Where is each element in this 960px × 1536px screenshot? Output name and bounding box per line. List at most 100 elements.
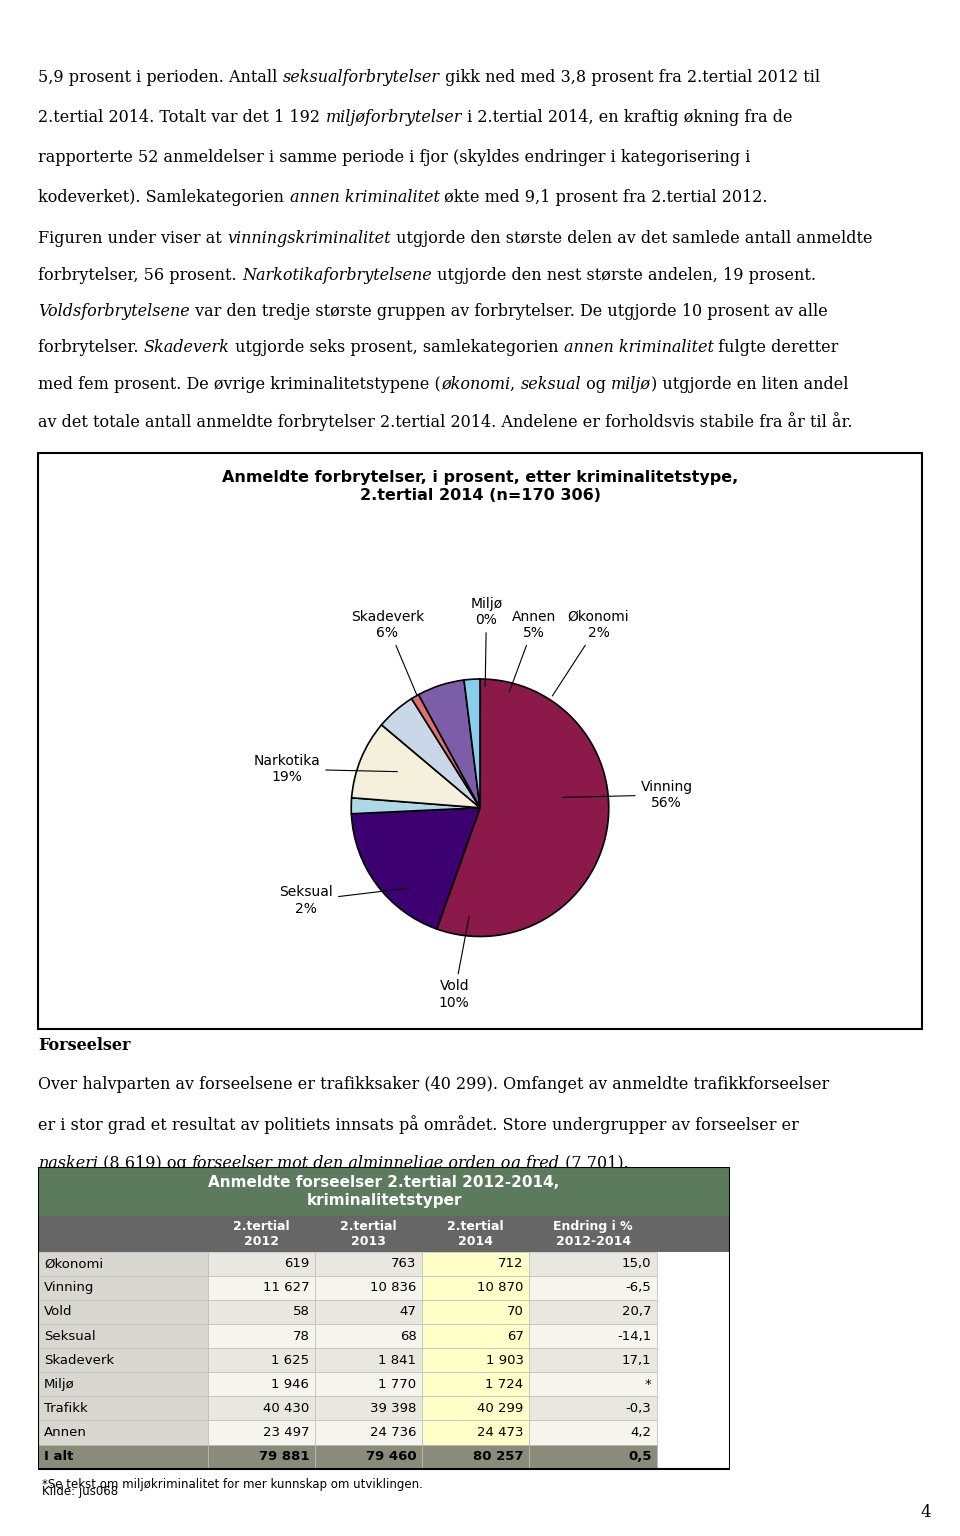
Bar	[38, 1421, 207, 1444]
Bar	[315, 1252, 422, 1276]
Text: Seksual: Seksual	[44, 1330, 96, 1342]
Bar	[315, 1324, 422, 1349]
Text: 47: 47	[399, 1306, 417, 1318]
Bar	[315, 1421, 422, 1444]
Text: gikk ned med 3,8 prosent fra 2.tertial 2012 til: gikk ned med 3,8 prosent fra 2.tertial 2…	[440, 69, 820, 86]
Text: 70: 70	[507, 1306, 523, 1318]
Text: 2.tertial
2013: 2.tertial 2013	[340, 1220, 396, 1247]
Bar	[207, 1299, 315, 1324]
Text: 11 627: 11 627	[263, 1281, 309, 1295]
Bar	[207, 1421, 315, 1444]
Bar	[315, 1396, 422, 1421]
Bar	[315, 1299, 422, 1324]
Text: 1 946: 1 946	[272, 1378, 309, 1390]
Text: Endring i %
2012-2014: Endring i % 2012-2014	[553, 1220, 633, 1247]
Bar	[422, 1372, 529, 1396]
Text: Forseelser: Forseelser	[38, 1037, 131, 1054]
Bar	[422, 1349, 529, 1372]
Text: 1 625: 1 625	[272, 1353, 309, 1367]
Text: 1 770: 1 770	[378, 1378, 417, 1390]
Text: 40 299: 40 299	[477, 1402, 523, 1415]
Text: -0,3: -0,3	[626, 1402, 652, 1415]
Text: I alt: I alt	[44, 1450, 73, 1464]
Bar	[38, 1324, 207, 1349]
Text: 79 881: 79 881	[259, 1450, 309, 1464]
Text: 4: 4	[921, 1504, 931, 1521]
Text: Skadeverk
6%: Skadeverk 6%	[350, 610, 424, 696]
Bar	[529, 1372, 657, 1396]
Text: 15,0: 15,0	[622, 1258, 652, 1270]
Text: av det totale antall anmeldte forbrytelser 2.tertial 2014. Andelene er forholdsv: av det totale antall anmeldte forbrytels…	[38, 412, 853, 430]
Text: 58: 58	[293, 1306, 309, 1318]
Bar	[529, 1252, 657, 1276]
Text: Økonomi
2%: Økonomi 2%	[552, 610, 629, 696]
Text: 40 430: 40 430	[263, 1402, 309, 1415]
Text: 78: 78	[293, 1330, 309, 1342]
Text: utgjorde den nest største andelen, 19 prosent.: utgjorde den nest største andelen, 19 pr…	[432, 267, 816, 284]
Text: 1 724: 1 724	[486, 1378, 523, 1390]
Text: annen kriminalitet: annen kriminalitet	[290, 189, 440, 206]
Text: Voldsforbrytelsene: Voldsforbrytelsene	[38, 303, 190, 319]
Bar	[38, 1396, 207, 1421]
Bar	[38, 1252, 207, 1276]
Bar	[38, 1276, 207, 1299]
Text: miljø: miljø	[612, 375, 651, 393]
Wedge shape	[381, 699, 480, 808]
Text: 10 836: 10 836	[371, 1281, 417, 1295]
Bar	[207, 1372, 315, 1396]
Text: 67: 67	[507, 1330, 523, 1342]
Bar	[38, 1349, 207, 1372]
Bar	[422, 1444, 529, 1468]
Text: Miljø
0%: Miljø 0%	[470, 598, 503, 687]
Text: er i stor grad et resultat av politiets innsats på området. Store undergrupper a: er i stor grad et resultat av politiets …	[38, 1115, 800, 1135]
Bar	[422, 1396, 529, 1421]
Text: Vold: Vold	[44, 1306, 72, 1318]
Wedge shape	[464, 679, 480, 808]
Text: økte med 9,1 prosent fra 2.tertial 2012.: økte med 9,1 prosent fra 2.tertial 2012.	[440, 189, 768, 206]
Bar	[207, 1396, 315, 1421]
Text: 23 497: 23 497	[263, 1425, 309, 1439]
Text: Trafikk: Trafikk	[44, 1402, 87, 1415]
Wedge shape	[419, 680, 480, 808]
Text: Figuren under viser at: Figuren under viser at	[38, 230, 228, 247]
Bar	[38, 1444, 207, 1468]
Bar	[422, 1421, 529, 1444]
Text: Narkotika
19%: Narkotika 19%	[253, 754, 397, 785]
Text: 24 736: 24 736	[370, 1425, 417, 1439]
Text: 763: 763	[391, 1258, 417, 1270]
Bar	[207, 1444, 315, 1468]
Text: 2.tertial
2012: 2.tertial 2012	[233, 1220, 290, 1247]
Text: Seksual
2%: Seksual 2%	[279, 885, 410, 915]
Wedge shape	[437, 679, 609, 937]
Text: 0,5: 0,5	[628, 1450, 652, 1464]
Text: ) utgjorde en liten andel: ) utgjorde en liten andel	[651, 375, 849, 393]
Bar	[38, 1299, 207, 1324]
Text: Narkotikaforbrytelsene: Narkotikaforbrytelsene	[242, 267, 432, 284]
Text: naskeri: naskeri	[38, 1155, 99, 1172]
Text: -6,5: -6,5	[626, 1281, 652, 1295]
Text: forseelser mot den alminnelige orden og fred: forseelser mot den alminnelige orden og …	[192, 1155, 561, 1172]
Bar	[422, 1299, 529, 1324]
Text: 2.tertial 2014. Totalt var det 1 192: 2.tertial 2014. Totalt var det 1 192	[38, 109, 325, 126]
Text: *: *	[645, 1378, 652, 1390]
Text: 2.tertial
2014: 2.tertial 2014	[447, 1220, 504, 1247]
Wedge shape	[351, 797, 480, 814]
Bar	[207, 1324, 315, 1349]
Text: Anmeldte forbrytelser, i prosent, etter kriminalitetstype,
2.tertial 2014 (n=170: Anmeldte forbrytelser, i prosent, etter …	[222, 470, 738, 502]
Bar	[315, 1349, 422, 1372]
Bar	[315, 1444, 422, 1468]
Text: vinningskriminalitet: vinningskriminalitet	[228, 230, 391, 247]
Text: Kilde: jus068: Kilde: jus068	[42, 1485, 118, 1498]
Text: Skadeverk: Skadeverk	[144, 339, 229, 356]
Text: 712: 712	[498, 1258, 523, 1270]
Bar	[529, 1444, 657, 1468]
Text: ,: ,	[511, 375, 520, 393]
Text: 1 903: 1 903	[486, 1353, 523, 1367]
Bar	[38, 1372, 207, 1396]
Bar	[38, 1215, 730, 1252]
Text: og: og	[581, 375, 612, 393]
Text: med fem prosent. De øvrige kriminalitetstypene (: med fem prosent. De øvrige kriminalitets…	[38, 375, 442, 393]
Text: Vold
10%: Vold 10%	[439, 915, 469, 1009]
Text: 39 398: 39 398	[371, 1402, 417, 1415]
Bar	[207, 1276, 315, 1299]
